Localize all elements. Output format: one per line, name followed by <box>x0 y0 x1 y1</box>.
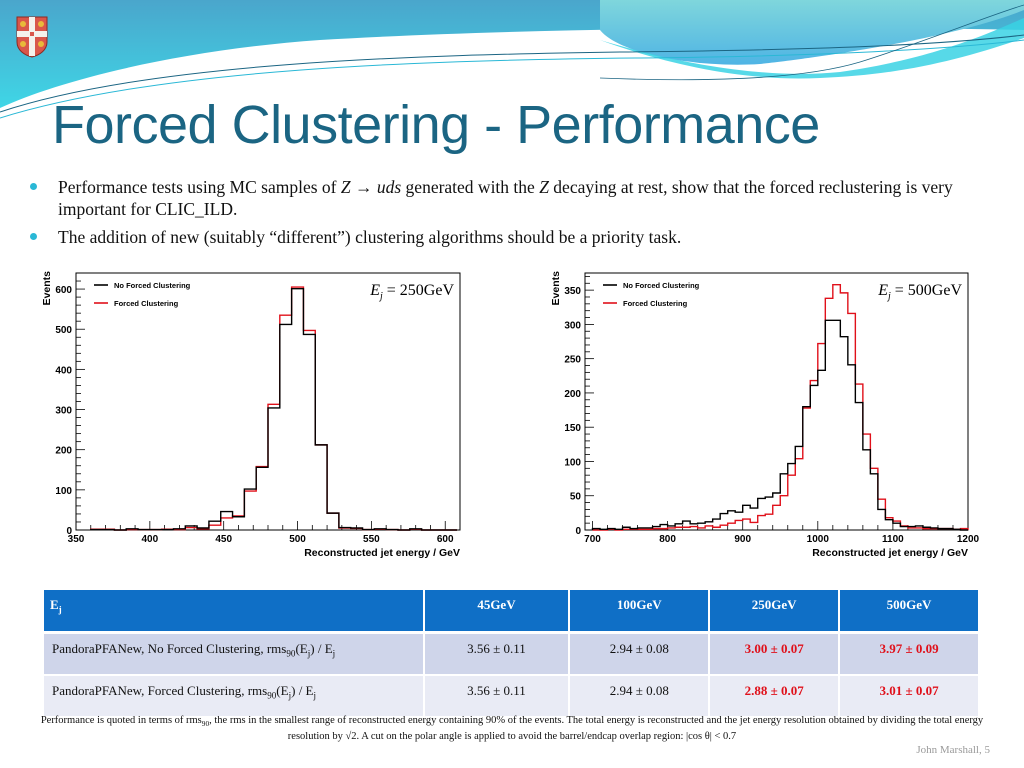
table-row-label: PandoraPFANew, Forced Clustering, rms90(… <box>44 675 425 718</box>
bullet-dot-icon <box>30 233 37 240</box>
bullet-item: Performance tests using MC samples of Z … <box>28 176 988 220</box>
bullet-text-mid: generated with the <box>401 177 540 197</box>
bullet-text: The addition of new (suitably “different… <box>58 227 682 247</box>
energy-annotation: Ej = 500GeV <box>877 282 962 302</box>
y-tick-label: 100 <box>55 486 72 497</box>
table-cell: 2.94 ± 0.08 <box>569 632 711 676</box>
y-tick-label: 350 <box>564 286 581 297</box>
y-tick-label: 300 <box>564 320 581 331</box>
table-cell-highlighted: 3.01 ± 0.07 <box>839 675 980 718</box>
y-tick-label: 0 <box>66 526 72 537</box>
series-no-forced-clustering <box>591 319 968 531</box>
table-cell-highlighted: 3.00 ± 0.07 <box>709 632 841 676</box>
legend-label: Forced Clustering <box>623 299 688 308</box>
bullet-z-symbol: Z <box>340 177 351 197</box>
histogram-500gev: 0 50 100 150 200 250 300 350 700 800 900 1000 1100 12… <box>540 265 990 565</box>
histogram-svg: 0 100 200 300 400 500 600 350 400 450 500 550 600 Rec… <box>41 271 461 559</box>
bullet-item: The addition of new (suitably “different… <box>28 226 988 248</box>
slide-title: Forced Clustering - Performance <box>52 95 820 155</box>
bullet-arrow: → <box>350 177 377 197</box>
footnote: Performance is quoted in terms of rms90,… <box>40 715 984 743</box>
table-header-col: 100GeV <box>569 590 711 634</box>
table-header-row: Ej 45GeV 100GeV 250GeV 500GeV <box>44 590 980 634</box>
y-tick-label: 150 <box>564 423 581 434</box>
y-tick-label: 250 <box>564 355 581 366</box>
energy-annotation: Ej = 250GeV <box>369 282 454 302</box>
y-tick-label: 600 <box>55 285 72 296</box>
table-header-label: Ej <box>44 590 425 634</box>
plot-frame <box>584 272 969 531</box>
x-tick-label: 700 <box>584 534 601 545</box>
footer-author: John Marshall, 5 <box>916 744 990 756</box>
plot-frame <box>75 272 461 531</box>
bullet-text-pre: Performance tests using MC samples of <box>58 177 341 197</box>
x-tick-label: 800 <box>659 534 676 545</box>
table-row: PandoraPFANew, No Forced Clustering, rms… <box>44 632 980 676</box>
table-row: PandoraPFANew, Forced Clustering, rms90(… <box>44 675 980 718</box>
table-header-col: 500GeV <box>839 590 980 634</box>
legend-label: Forced Clustering <box>114 299 179 308</box>
legend-label: No Forced Clustering <box>114 281 191 290</box>
histogram-svg: 0 50 100 150 200 250 300 350 700 800 900 1000 1100 12… <box>550 271 980 559</box>
x-tick-label: 350 <box>68 534 85 545</box>
legend-label: No Forced Clustering <box>623 281 700 290</box>
table-cell-highlighted: 3.97 ± 0.09 <box>839 632 980 676</box>
y-axis-label: Events <box>550 271 562 306</box>
bullet-list: Performance tests using MC samples of Z … <box>28 176 988 254</box>
results-table: Ej 45GeV 100GeV 250GeV 500GeV PandoraPFA… <box>44 590 980 718</box>
y-tick-label: 100 <box>564 457 581 468</box>
table-cell: 3.56 ± 0.11 <box>423 632 571 676</box>
series-no-forced-clustering <box>90 287 458 531</box>
bullet-z-symbol-2: Z <box>539 177 549 197</box>
x-tick-label: 1100 <box>882 534 904 545</box>
header-wave-decoration <box>0 0 1024 119</box>
table-header-col: 250GeV <box>709 590 841 634</box>
x-tick-label: 1000 <box>807 534 830 545</box>
x-tick-label: 900 <box>734 534 751 545</box>
y-tick-label: 400 <box>55 365 72 376</box>
x-tick-label: 550 <box>363 534 380 545</box>
table-cell-highlighted: 2.88 ± 0.07 <box>709 675 841 718</box>
y-tick-label: 0 <box>575 526 581 537</box>
y-tick-label: 200 <box>564 389 581 400</box>
x-tick-label: 450 <box>215 534 232 545</box>
x-axis-label: Reconstructed jet energy / GeV <box>812 547 968 559</box>
table-header-col: 45GeV <box>423 590 571 634</box>
y-axis-label: Events <box>41 271 53 306</box>
x-tick-label: 500 <box>289 534 306 545</box>
university-crest-icon <box>16 16 48 58</box>
bullet-dot-icon <box>30 183 37 190</box>
y-tick-label: 50 <box>570 492 582 503</box>
bullet-text-post: decaying at rest, show that the forced r… <box>58 177 953 219</box>
table-cell: 2.94 ± 0.08 <box>569 675 711 718</box>
x-tick-label: 1200 <box>957 534 980 545</box>
y-tick-label: 500 <box>55 325 72 336</box>
table-cell: 3.56 ± 0.11 <box>423 675 571 718</box>
table-row-label: PandoraPFANew, No Forced Clustering, rms… <box>44 632 425 676</box>
y-tick-label: 300 <box>55 406 72 417</box>
bullet-uds: uds <box>376 177 402 197</box>
histogram-250gev: 0 100 200 300 400 500 600 350 400 450 500 550 600 Rec… <box>30 265 470 565</box>
y-tick-label: 200 <box>55 446 72 457</box>
x-axis-label: Reconstructed jet energy / GeV <box>304 547 460 559</box>
x-tick-label: 600 <box>437 534 454 545</box>
series-forced-clustering <box>592 283 969 531</box>
x-tick-label: 400 <box>142 534 159 545</box>
